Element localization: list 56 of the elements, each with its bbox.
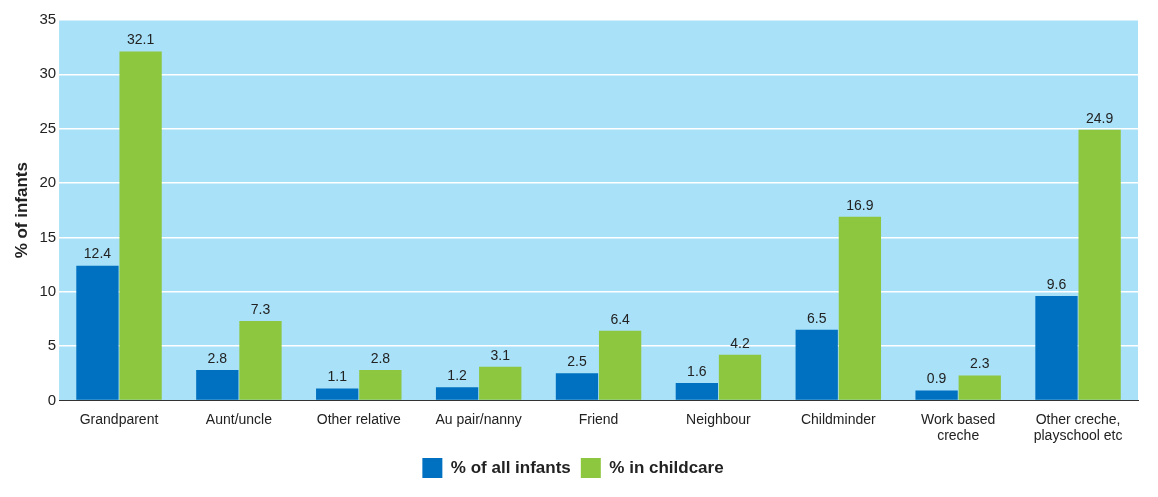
y-tick-label: 10 xyxy=(39,281,57,299)
data-label: 9.6 xyxy=(1046,275,1067,292)
bar xyxy=(359,369,402,400)
bar xyxy=(675,383,718,400)
data-label: 2.8 xyxy=(370,349,391,366)
bar xyxy=(119,51,162,400)
data-label: 2.3 xyxy=(970,355,990,372)
bar xyxy=(196,369,239,400)
bar xyxy=(1078,129,1121,400)
data-label: 1.1 xyxy=(327,368,348,385)
bar xyxy=(239,321,282,400)
bar xyxy=(76,265,119,400)
data-label: 0.9 xyxy=(926,370,947,387)
y-tick-label: 25 xyxy=(39,118,57,136)
legend-label: % in childcare xyxy=(609,457,724,477)
data-label: 7.3 xyxy=(250,300,271,317)
data-label: 1.6 xyxy=(687,362,707,379)
data-label: 2.8 xyxy=(207,349,228,366)
data-label: 4.2 xyxy=(730,334,750,351)
y-tick-label: 15 xyxy=(39,227,57,245)
x-tick-label: Other creche, playschool etc xyxy=(1033,410,1123,444)
x-tick-label: Grandparent xyxy=(79,410,159,427)
legend-label: % of all infants xyxy=(450,457,571,477)
bar xyxy=(555,373,599,400)
x-tick-label: Friend xyxy=(578,410,619,427)
data-label: 24.9 xyxy=(1086,109,1114,126)
bar xyxy=(316,388,359,400)
y-axis-title: % of infants xyxy=(11,162,31,259)
y-tick-label: 0 xyxy=(47,390,57,408)
bar xyxy=(479,366,522,400)
bar xyxy=(795,329,838,400)
data-label: 12.4 xyxy=(83,245,112,262)
x-tick-label: Other relative xyxy=(316,410,402,427)
bar xyxy=(838,216,882,400)
data-label: 3.1 xyxy=(490,346,511,363)
data-label: 1.2 xyxy=(447,367,468,384)
x-tick-label: Aunt/uncle xyxy=(205,410,273,427)
bar xyxy=(435,387,479,400)
data-label: 32.1 xyxy=(126,31,155,48)
bar xyxy=(958,375,1001,400)
bar xyxy=(915,390,958,400)
y-tick-label: 5 xyxy=(47,336,57,354)
y-tick-label: 20 xyxy=(39,173,57,191)
y-tick-label: 30 xyxy=(39,64,57,82)
bar xyxy=(1035,296,1078,400)
data-label: 6.4 xyxy=(610,310,631,327)
x-tick-label: Childminder xyxy=(800,410,876,427)
data-label: 2.5 xyxy=(567,353,587,370)
y-tick-label: 35 xyxy=(39,10,57,28)
data-label: 6.5 xyxy=(806,309,827,326)
bar xyxy=(598,330,642,400)
data-label: 16.9 xyxy=(846,196,874,213)
bar xyxy=(718,354,762,400)
x-tick-label: Neighbour xyxy=(686,410,752,427)
x-tick-label: Au pair/nanny xyxy=(435,410,522,427)
x-tick-label: Work based creche xyxy=(920,410,996,444)
